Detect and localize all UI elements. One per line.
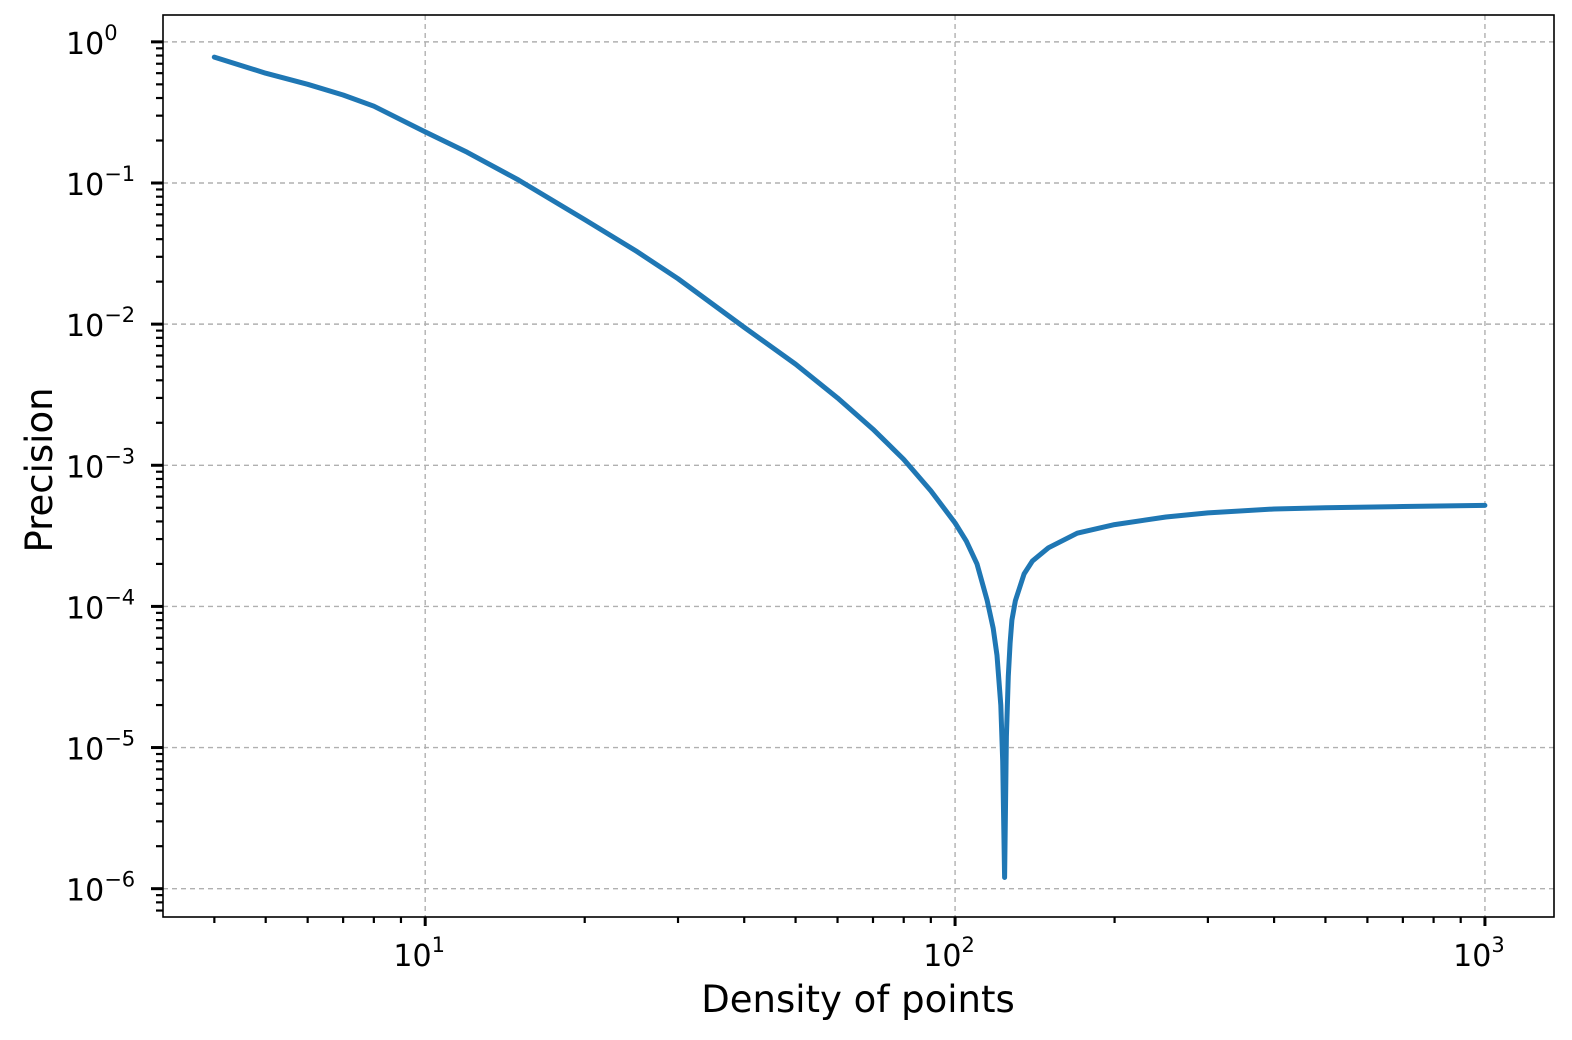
- x-tick-exponent: 3: [1491, 933, 1504, 957]
- x-tick-base: 10: [923, 939, 961, 974]
- y-tick-exponent: −4: [104, 585, 135, 609]
- x-tick-exponent: 2: [961, 933, 974, 957]
- y-tick-label: 10−6: [66, 868, 135, 909]
- y-tick-base: 10: [66, 874, 104, 909]
- y-tick-exponent: −6: [104, 868, 135, 892]
- y-tick-label: 10−1: [66, 162, 135, 203]
- y-tick-label: 10−2: [66, 303, 135, 344]
- y-axis-title: Precision: [18, 387, 61, 552]
- x-tick-label: 101: [393, 933, 445, 974]
- series-layer: [211, 54, 1488, 880]
- x-tick-base: 10: [393, 939, 431, 974]
- y-tick-base: 10: [66, 168, 104, 203]
- x-axis: 101 102 103: [213, 917, 1505, 974]
- y-tick-exponent: −2: [104, 303, 135, 327]
- series-line: [211, 54, 1488, 880]
- y-tick-exponent: −5: [104, 727, 135, 751]
- x-tick-base: 10: [1453, 939, 1491, 974]
- y-tick-base: 10: [66, 27, 104, 62]
- plot-frame: [162, 14, 1555, 918]
- y-tick-base: 10: [66, 450, 104, 485]
- y-tick-label: 100: [66, 21, 118, 62]
- y-tick-label: 10−4: [66, 585, 135, 626]
- y-tick-base: 10: [66, 733, 104, 768]
- x-tick-exponent: 1: [432, 933, 445, 957]
- y-tick-base: 10: [66, 591, 104, 626]
- y-tick-base: 10: [66, 309, 104, 344]
- y-tick-label: 10−5: [66, 727, 135, 768]
- y-tick-exponent: 0: [104, 21, 117, 45]
- x-axis-title: Density of points: [701, 978, 1015, 1021]
- y-tick-exponent: −3: [104, 444, 135, 468]
- x-tick-label: 102: [923, 933, 975, 974]
- y-tick-label: 10−3: [66, 444, 135, 485]
- x-tick-label: 103: [1453, 933, 1505, 974]
- y-tick-exponent: −1: [104, 162, 135, 186]
- grid-lines: [163, 15, 1554, 917]
